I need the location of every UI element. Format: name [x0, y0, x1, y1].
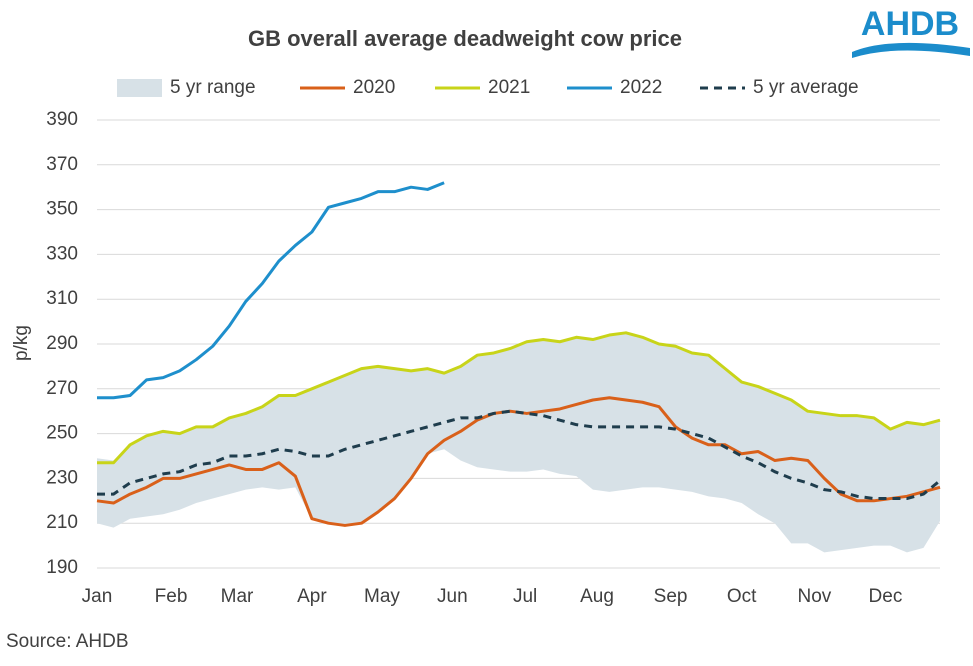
- legend-label: 2022: [620, 77, 662, 98]
- range-band: [97, 332, 940, 553]
- x-tick-label: Jun: [437, 586, 468, 607]
- legend-label: 5 yr range: [170, 77, 256, 98]
- y-tick-label: 270: [46, 378, 78, 399]
- x-tick-label: May: [364, 586, 400, 607]
- logo-wave: [852, 42, 970, 58]
- y-tick-label: 210: [46, 512, 78, 533]
- source: Source: AHDB: [6, 631, 129, 652]
- y-tick-label: 310: [46, 288, 78, 309]
- y-tick-label: 190: [46, 557, 78, 578]
- y-tick-label: 230: [46, 467, 78, 488]
- x-tick-label: Mar: [221, 586, 254, 607]
- x-tick-label: Aug: [580, 586, 614, 607]
- x-tick-label: Feb: [155, 586, 188, 607]
- y-tick-label: 330: [46, 243, 78, 264]
- legend-label: 2021: [488, 77, 530, 98]
- x-tick-label: Apr: [297, 586, 327, 607]
- logo-text: AHDB: [861, 5, 959, 43]
- x-tick-label: Oct: [727, 586, 757, 607]
- y-axis-label: p/kg: [11, 325, 32, 361]
- legend-label: 2020: [353, 77, 395, 98]
- legend-swatch: [117, 79, 162, 97]
- legend-label: 5 yr average: [753, 77, 859, 98]
- x-tick-label: Dec: [869, 586, 903, 607]
- y-tick-label: 250: [46, 423, 78, 444]
- series-line: [97, 181, 445, 400]
- y-tick-label: 350: [46, 199, 78, 220]
- x-tick-label: Jul: [513, 586, 537, 607]
- series-line: [97, 409, 941, 501]
- logo: AHDB: [852, 5, 970, 58]
- chart-title: GB overall average deadweight cow price: [248, 26, 682, 51]
- y-tick-label: 390: [46, 109, 78, 130]
- series-line: [97, 331, 941, 465]
- x-tick-label: Jan: [82, 586, 113, 607]
- y-tick-label: 290: [46, 333, 78, 354]
- y-tick-label: 370: [46, 154, 78, 175]
- x-tick-label: Nov: [797, 586, 831, 607]
- x-tick-label: Sep: [654, 586, 688, 607]
